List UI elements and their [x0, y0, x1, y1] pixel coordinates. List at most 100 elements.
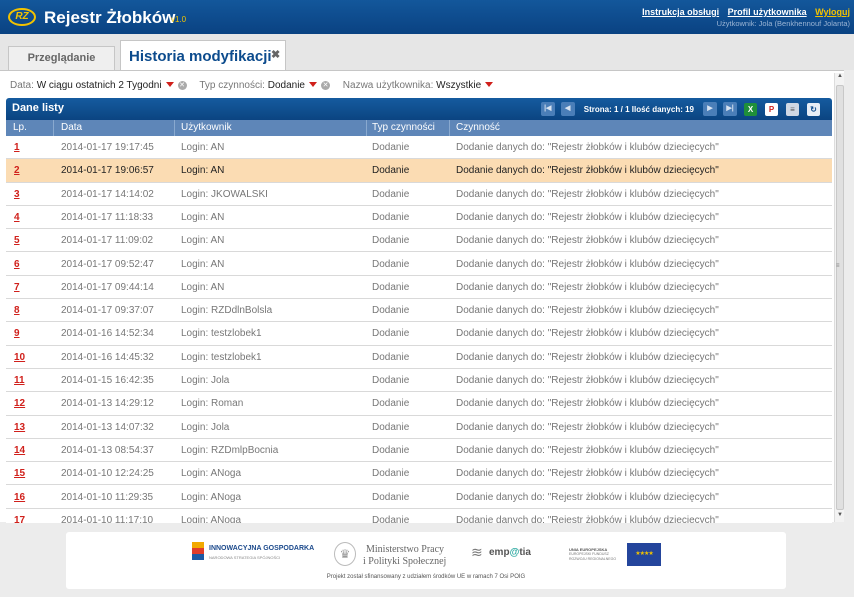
tab-history[interactable]: Historia modyfikacji ✖: [120, 40, 286, 71]
row-lp-link[interactable]: 15: [14, 468, 26, 480]
row-lp-link[interactable]: 12: [14, 398, 26, 410]
row-user: Login: testzlobek1: [181, 328, 262, 340]
clear-filter-icon[interactable]: ✕: [177, 80, 187, 90]
dropdown-caret-icon[interactable]: [485, 82, 494, 88]
col-user[interactable]: Użytkownik: [181, 122, 232, 133]
manual-link[interactable]: Instrukcja obsługi: [642, 7, 720, 17]
col-action[interactable]: Czynność: [456, 122, 500, 133]
profile-link[interactable]: Profil użytkownika: [727, 7, 807, 17]
row-type: Dodanie: [372, 421, 410, 433]
close-tab-icon[interactable]: ✖: [271, 49, 281, 61]
table-row[interactable]: 1 2014-01-17 19:17:45 Login: AN Dodanie Doda…: [6, 136, 832, 160]
row-action: Dodanie danych do: "Rejestr żłobków i kl…: [456, 398, 719, 410]
ministry-line-2: i Polityki Społecznej: [363, 556, 447, 567]
columns-config-icon[interactable]: ≡: [786, 102, 799, 116]
first-page-icon[interactable]: |◀: [540, 102, 555, 116]
date-filter[interactable]: Data: W ciągu ostatnich 2 Tygodni ✕: [10, 80, 187, 91]
row-lp-link[interactable]: 8: [14, 305, 20, 317]
table-row[interactable]: 17 2014-01-10 11:17:10 Login: ANoga Dodanie…: [6, 508, 832, 523]
table-row[interactable]: 3 2014-01-17 14:14:02 Login: JKOWALSKI Doda…: [6, 182, 832, 206]
app-version: v1.0: [171, 15, 187, 24]
row-lp-link[interactable]: 11: [14, 375, 25, 386]
row-lp-link[interactable]: 17: [14, 514, 26, 523]
row-lp-link[interactable]: 9: [14, 328, 20, 340]
row-user: Login: Jola: [181, 375, 230, 386]
row-type: Dodanie: [372, 375, 410, 386]
user-filter[interactable]: Nazwa użytkownika: Wszystkie: [343, 80, 497, 91]
table-row[interactable]: 14 2014-01-13 08:54:37 Login: RZDmlpBocnia…: [6, 438, 832, 463]
rz-logo: RZ: [8, 8, 36, 26]
table-row[interactable]: 2 2014-01-17 19:06:57 Login: AN Dodanie Doda…: [6, 159, 832, 183]
table-row[interactable]: 6 2014-01-17 09:52:47 Login: AN Dodanie Doda…: [6, 252, 832, 276]
row-lp-link[interactable]: 5: [14, 235, 20, 247]
scroll-down-icon[interactable]: ▼: [837, 512, 843, 518]
row-lp-link[interactable]: 10: [14, 351, 26, 363]
tab-browse-data[interactable]: Przeglądanie danych: [8, 46, 115, 87]
row-type: Dodanie: [372, 258, 410, 270]
row-lp-link[interactable]: 1: [14, 142, 20, 153]
excel-export-icon[interactable]: X: [744, 102, 757, 116]
row-action: Dodanie danych do: "Rejestr żłobków i kl…: [456, 375, 719, 386]
row-lp-link[interactable]: 4: [14, 211, 20, 223]
row-lp-link[interactable]: 6: [14, 258, 20, 270]
row-date: 2014-01-17 11:18:33: [61, 211, 154, 223]
row-lp-link[interactable]: 3: [14, 188, 20, 200]
row-lp-link[interactable]: 16: [14, 491, 26, 503]
row-date: 2014-01-17 19:06:57: [61, 165, 154, 177]
row-type: Dodanie: [372, 281, 410, 293]
scroll-thumb[interactable]: [836, 85, 844, 510]
prev-page-icon[interactable]: ◀: [560, 102, 575, 116]
row-action: Dodanie danych do: "Rejestr żłobków i kl…: [456, 142, 719, 153]
scroll-grip-icon: ≡: [836, 263, 840, 269]
pdf-export-icon[interactable]: P: [765, 102, 778, 116]
refresh-icon[interactable]: ↻: [807, 102, 820, 116]
row-action: Dodanie danych do: "Rejestr żłobków i kl…: [456, 491, 719, 503]
next-page-icon[interactable]: ▶: [703, 102, 717, 116]
row-date: 2014-01-13 14:07:32: [61, 421, 154, 433]
top-links: Instrukcja obsługi Profil użytkownika Wy…: [636, 7, 850, 17]
col-lp[interactable]: Lp.: [13, 122, 27, 133]
row-action: Dodanie danych do: "Rejestr żłobków i kl…: [456, 235, 719, 247]
vertical-scrollbar[interactable]: ▲ ≡ ▼: [834, 73, 844, 522]
clear-filter-icon[interactable]: ✕: [321, 80, 330, 90]
row-date: 2014-01-10 12:24:25: [61, 468, 154, 480]
table-row[interactable]: 15 2014-01-10 12:24:25 Login: ANoga Dodanie…: [6, 462, 832, 486]
row-action: Dodanie danych do: "Rejestr żłobków i kl…: [456, 351, 719, 363]
table-row[interactable]: 4 2014-01-17 11:18:33 Login: AN Dodanie Doda…: [6, 205, 832, 230]
table-row[interactable]: 5 2014-01-17 11:09:02 Login: AN Dodanie Doda…: [6, 229, 832, 253]
row-action: Dodanie danych do: "Rejestr żłobków i kl…: [456, 421, 719, 433]
dropdown-caret-icon[interactable]: [309, 82, 317, 88]
col-type[interactable]: Typ czynności: [372, 122, 435, 133]
scroll-up-icon[interactable]: ▲: [837, 73, 843, 79]
table-row[interactable]: 12 2014-01-13 14:29:12 Login: Roman Dodanie…: [6, 392, 832, 416]
table-row[interactable]: 10 2014-01-16 14:45:32 Login: testzlobek1 D…: [6, 345, 832, 369]
row-date: 2014-01-10 11:29:35: [61, 491, 154, 503]
row-user: Login: ANoga: [181, 491, 242, 503]
table-row[interactable]: 11 2014-01-15 16:42:35 Login: Jola Dodanie D…: [6, 369, 832, 393]
pager: |◀ ◀ Strona: 1 / 1 Ilość danych: 19 ▶ ▶|…: [538, 102, 824, 116]
type-filter-value: Dodanie: [267, 80, 305, 91]
row-lp-link[interactable]: 13: [14, 421, 26, 433]
logout-link[interactable]: Wyloguj: [815, 7, 850, 17]
content-panel: Data: W ciągu ostatnich 2 Tygodni ✕ Typ c…: [0, 70, 844, 523]
row-lp-link[interactable]: 7: [14, 281, 20, 293]
type-filter[interactable]: Typ czynności: Dodanie ✕: [199, 80, 330, 91]
tab-strip: Przeglądanie danych Historia modyfikacji…: [0, 34, 854, 87]
table-row[interactable]: 13 2014-01-13 14:07:32 Login: Jola Dodanie D…: [6, 415, 832, 439]
row-lp-link[interactable]: 2: [14, 165, 20, 177]
table-row[interactable]: 16 2014-01-10 11:29:35 Login: ANoga Dodanie…: [6, 485, 832, 509]
dropdown-caret-icon[interactable]: [165, 82, 174, 88]
row-user: Login: JKOWALSKI: [181, 188, 268, 200]
pager-info: Strona: 1 / 1 Ilość danych: 19: [583, 104, 694, 114]
last-page-icon[interactable]: ▶|: [723, 102, 737, 116]
table-row[interactable]: 9 2014-01-16 14:52:34 Login: testzlobek1 Do…: [6, 322, 832, 346]
row-action: Dodanie danych do: "Rejestr żłobków i kl…: [456, 444, 719, 456]
row-type: Dodanie: [372, 188, 410, 200]
row-date: 2014-01-16 14:52:34: [61, 328, 154, 340]
col-date[interactable]: Data: [61, 122, 83, 133]
row-lp-link[interactable]: 14: [14, 444, 26, 456]
table-row[interactable]: 8 2014-01-17 09:37:07 Login: RZDdlnBolsla D…: [6, 299, 832, 323]
table-row[interactable]: 7 2014-01-17 09:44:14 Login: AN Dodanie Doda…: [6, 275, 832, 300]
row-type: Dodanie: [372, 514, 410, 523]
row-date: 2014-01-15 16:42:35: [61, 375, 154, 386]
